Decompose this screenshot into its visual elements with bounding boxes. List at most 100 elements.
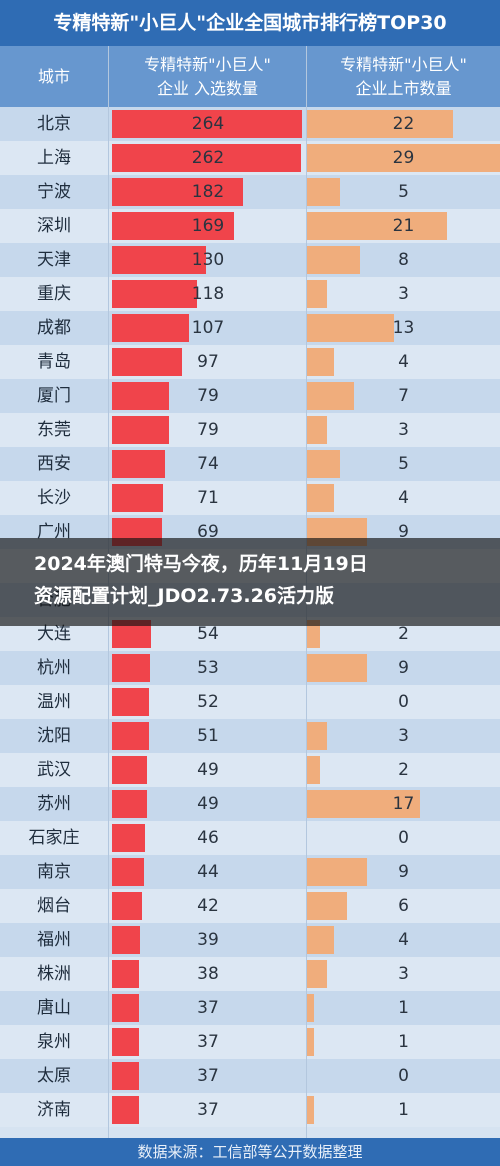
listed-value: 6 [398, 896, 409, 916]
table-row: 温州 52 0 [0, 685, 500, 719]
overlay-banner [0, 538, 500, 626]
table-row: 株洲 38 3 [0, 957, 500, 991]
listed-value: 7 [398, 386, 409, 406]
selected-bar [112, 110, 302, 138]
listed-value: 17 [392, 794, 415, 814]
city-label: 天津 [37, 250, 71, 270]
selected-value: 37 [197, 1032, 219, 1052]
table-row: 武汉 49 2 [0, 753, 500, 787]
selected-bar [112, 484, 164, 512]
header-listed-line2: 企业上市数量 [355, 78, 452, 98]
table-row: 厦门 79 7 [0, 379, 500, 413]
listed-value: 5 [398, 182, 409, 202]
city-label: 温州 [37, 692, 71, 712]
listed-bar [307, 620, 321, 648]
city-label: 武汉 [37, 760, 71, 780]
table-row: 宁波 182 5 [0, 175, 500, 209]
table-row: 重庆 118 3 [0, 277, 500, 311]
selected-bar [112, 1062, 139, 1090]
selected-bar [112, 688, 150, 716]
selected-value: 49 [197, 760, 219, 780]
header-listed: 专精特新"小巨人" 企业上市数量 [307, 46, 500, 107]
header-selected-line2: 企业 入选数量 [156, 78, 259, 98]
listed-value: 4 [398, 930, 409, 950]
listed-value: 8 [398, 250, 409, 270]
header-city: 城市 [0, 46, 108, 107]
selected-value: 37 [197, 1100, 219, 1120]
chart-title: 专精特新"小巨人"企业全国城市排行榜TOP30 [0, 0, 500, 46]
selected-bar [112, 824, 146, 852]
city-label: 石家庄 [28, 828, 80, 848]
listed-value: 9 [398, 862, 409, 882]
selected-bar [112, 416, 169, 444]
listed-bar [307, 144, 500, 172]
selected-value: 37 [197, 1066, 219, 1086]
listed-value: 5 [398, 454, 409, 474]
city-label: 深圳 [37, 216, 71, 236]
listed-value: 3 [398, 284, 409, 304]
selected-bar [112, 382, 169, 410]
city-label: 青岛 [37, 352, 71, 372]
listed-bar [307, 926, 334, 954]
selected-value: 79 [197, 386, 219, 406]
city-label: 大连 [37, 624, 71, 644]
table-row: 济南 37 1 [0, 1093, 500, 1127]
table-row: 杭州 53 9 [0, 651, 500, 685]
table-row: 唐山 37 1 [0, 991, 500, 1025]
listed-bar [307, 756, 321, 784]
listed-value: 13 [392, 318, 415, 338]
listed-bar [307, 212, 447, 240]
selected-value: 39 [197, 930, 219, 950]
listed-value: 1 [398, 1032, 409, 1052]
selected-bar [112, 858, 144, 886]
header-listed-line1: 专精特新"小巨人" [340, 54, 467, 74]
table-row: 烟台 42 6 [0, 889, 500, 923]
listed-value: 3 [398, 420, 409, 440]
table-row: 青岛 97 4 [0, 345, 500, 379]
selected-bar [112, 892, 143, 920]
selected-value: 71 [197, 488, 219, 508]
selected-bar [112, 178, 243, 206]
listed-bar [307, 790, 421, 818]
city-label: 太原 [37, 1066, 71, 1086]
listed-value: 22 [392, 114, 415, 134]
listed-bar [307, 348, 334, 376]
city-label: 唐山 [37, 998, 71, 1018]
table-row: 苏州 49 17 [0, 787, 500, 821]
selected-value: 44 [197, 862, 219, 882]
header-city-label: 城市 [37, 66, 70, 86]
listed-bar [307, 450, 341, 478]
listed-value: 0 [398, 692, 409, 712]
city-label: 广州 [37, 522, 71, 542]
table-row: 福州 39 4 [0, 923, 500, 957]
selected-bar [112, 960, 140, 988]
city-label: 济南 [37, 1100, 71, 1120]
overlay-line-2: 资源配置计划_JDO2.73.26活力版 [34, 585, 335, 607]
listed-value: 4 [398, 488, 409, 508]
selected-bar [112, 212, 234, 240]
city-label: 株洲 [37, 964, 71, 984]
city-label: 沈阳 [37, 726, 71, 746]
selected-value: 69 [197, 522, 219, 542]
header-selected: 专精特新"小巨人" 企业 入选数量 [109, 46, 306, 107]
table-row: 天津 130 8 [0, 243, 500, 277]
selected-bar [112, 246, 206, 274]
table-row: 泉州 37 1 [0, 1025, 500, 1059]
selected-value: 169 [191, 216, 225, 236]
listed-bar [307, 382, 354, 410]
city-label: 成都 [37, 318, 71, 338]
listed-bar [307, 892, 347, 920]
city-label: 烟台 [37, 896, 71, 916]
listed-bar [307, 246, 361, 274]
selected-value: 38 [197, 964, 219, 984]
city-label: 北京 [37, 114, 71, 134]
listed-value: 1 [398, 998, 409, 1018]
city-label: 福州 [37, 930, 71, 950]
table-row: 北京 264 22 [0, 107, 500, 141]
city-label: 长沙 [37, 488, 71, 508]
table-row: 石家庄 46 0 [0, 821, 500, 855]
listed-value: 4 [398, 352, 409, 372]
listed-value: 3 [398, 726, 409, 746]
selected-value: 54 [197, 624, 219, 644]
listed-bar [307, 994, 314, 1022]
